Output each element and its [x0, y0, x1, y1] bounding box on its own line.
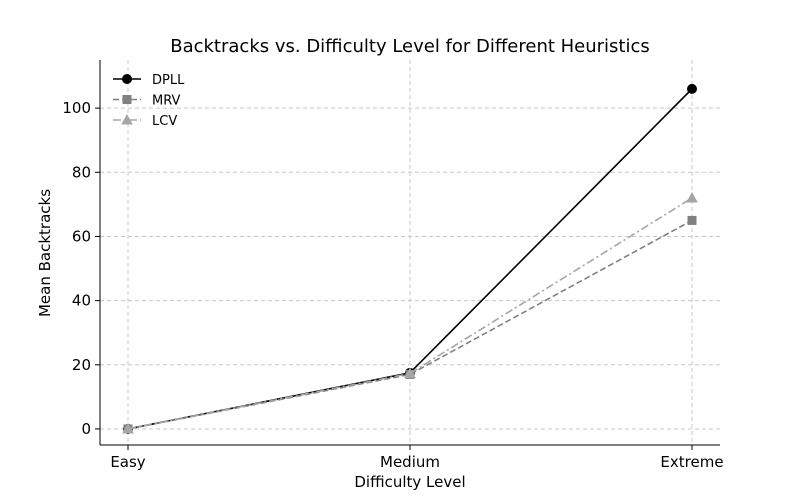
y-tick-label: 80: [72, 163, 91, 181]
y-tick-label: 20: [72, 356, 91, 374]
legend-marker-dpll: [122, 74, 132, 84]
data-point-lcv: [122, 422, 134, 434]
data-point-dpll: [687, 83, 697, 94]
legend-item-lcv: LCV: [113, 113, 177, 129]
chart-title: Backtracks vs. Difficulty Level for Diff…: [170, 36, 650, 57]
y-tick-label: 100: [62, 99, 91, 117]
series-lines: [122, 83, 698, 434]
series-line-lcv: [127, 197, 693, 430]
y-tick-label: 0: [81, 420, 91, 438]
data-point-mrv: [687, 215, 697, 225]
x-tick-label: Medium: [380, 453, 440, 471]
data-point-lcv: [404, 367, 416, 378]
series-line-mrv: [127, 219, 693, 430]
axes: 0 20 40 60 80 100 Easy Medium Extreme: [62, 60, 724, 471]
grid: [100, 60, 720, 445]
y-tick-label: 40: [72, 292, 91, 310]
legend-item-mrv: MRV: [113, 94, 181, 109]
legend-label-dpll: DPLL: [152, 73, 185, 88]
legend-item-dpll: DPLL: [113, 73, 185, 88]
legend-marker-mrv: [122, 95, 132, 104]
legend: DPLL MRV LCV: [113, 73, 185, 129]
x-axis-label: Difficulty Level: [354, 473, 465, 491]
legend-label-lcv: LCV: [152, 114, 177, 129]
legend-label-mrv: MRV: [152, 94, 181, 109]
y-axis-label: Mean Backtracks: [36, 189, 54, 317]
x-tick-label: Extreme: [660, 453, 723, 471]
series-lcv: [122, 191, 698, 434]
legend-marker-lcv: [121, 113, 133, 125]
x-tick-label: Easy: [110, 453, 145, 471]
y-tick-label: 60: [72, 227, 91, 245]
data-point-lcv: [686, 191, 698, 203]
